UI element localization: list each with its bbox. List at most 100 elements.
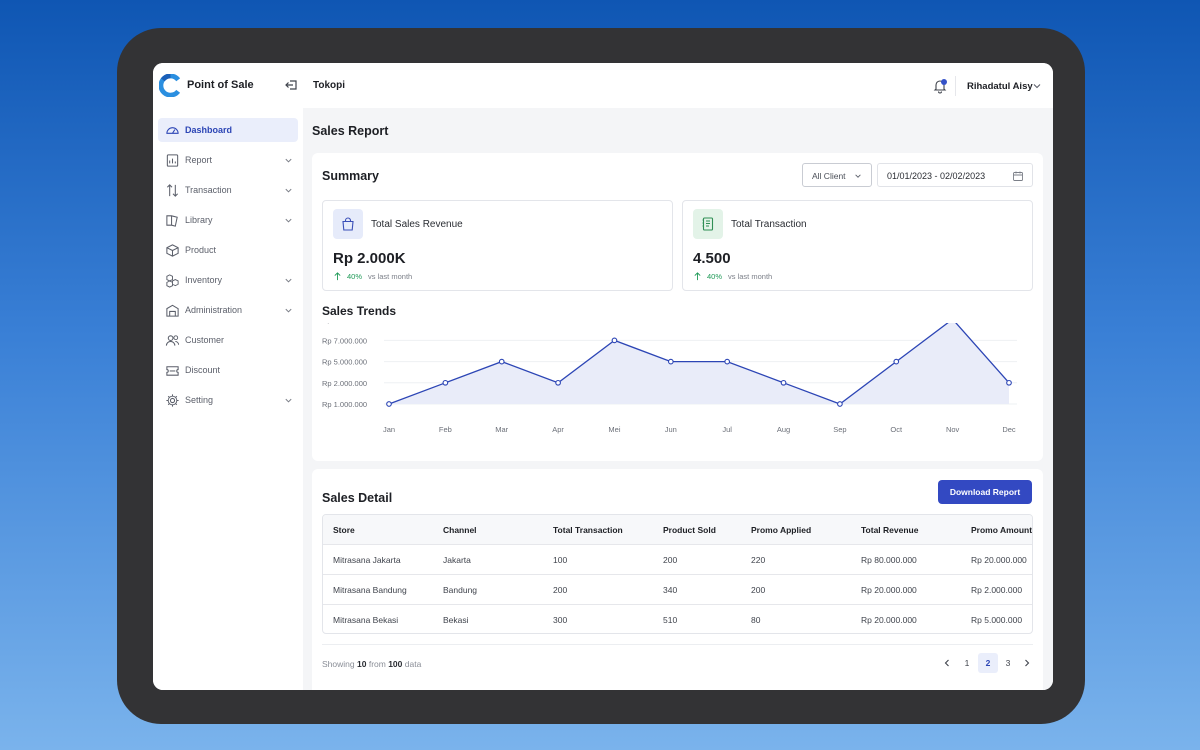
table-cell: 300: [553, 615, 568, 625]
sidebar-item-label: Customer: [185, 335, 225, 345]
showing-prefix: Showing: [322, 659, 355, 669]
transaction-icon: [166, 184, 179, 197]
sidebar-item-setting[interactable]: Setting: [158, 388, 298, 412]
table-cell: 200: [751, 585, 766, 595]
table-cell: Mitrasana Bandung: [333, 585, 407, 595]
prev-page-button[interactable]: [938, 653, 956, 673]
store-name: Tokopi: [313, 80, 346, 91]
sidebar-item-discount[interactable]: Discount: [158, 358, 298, 382]
sidebar-item-label: Report: [185, 155, 213, 165]
table-cell: Rp 5.000.000: [971, 615, 1023, 625]
arrow-up-icon: [694, 272, 701, 281]
sidebar-item-report[interactable]: Report: [158, 148, 298, 172]
y-tick-label: Rp 2.000.000: [322, 379, 367, 388]
summary-card: Summary All Client 01/01/2023 - 02/02/20…: [312, 153, 1043, 461]
showing-count: 10: [356, 659, 367, 669]
y-tick-label: Rp 7.000.000: [322, 336, 367, 345]
table-cell: Rp 80.000.000: [861, 555, 917, 565]
x-tick-label: Oct: [890, 425, 903, 434]
receipt-icon: [702, 217, 714, 231]
shopping-bag-icon: [342, 217, 354, 231]
table-cell: Rp 20.000.000: [861, 585, 917, 595]
dashboard-icon: [166, 127, 179, 134]
table-header-cell: Promo Amount: [971, 525, 1033, 535]
x-tick-label: Sep: [833, 425, 846, 434]
page-button-1[interactable]: 1: [964, 658, 970, 668]
customer-icon: [165, 335, 180, 346]
sidebar-item-label: Discount: [185, 365, 221, 375]
summary-title: Summary: [322, 169, 379, 183]
table-header-cell: Total Revenue: [861, 525, 919, 535]
setting-icon: [166, 394, 179, 407]
next-page-button[interactable]: [1018, 653, 1036, 673]
chevron-down-icon: [285, 278, 292, 283]
calendar-icon: [1013, 171, 1023, 181]
report-icon: [166, 154, 179, 167]
table-row: Mitrasana Jakarta Jakarta 100 200 220 Rp 80.0…: [323, 545, 1032, 575]
table-header-cell: Product Sold: [663, 525, 716, 535]
sidebar-item-label: Product: [185, 245, 217, 255]
date-range-value: 01/01/2023 - 02/02/2023: [887, 171, 986, 181]
table-cell: Rp 20.000.000: [861, 615, 917, 625]
app-name: Point of Sale: [187, 79, 254, 91]
product-icon: [166, 244, 179, 257]
y-tick-label: Rp 10.000.000: [322, 323, 371, 324]
sidebar-item-label: Setting: [185, 395, 214, 405]
stat-label: Total Transaction: [731, 219, 807, 230]
sidebar: Dashboard Report Transaction Library Pro…: [153, 108, 303, 690]
user-menu-chevron-down-icon[interactable]: [1032, 81, 1042, 91]
sidebar-item-customer[interactable]: Customer: [158, 328, 298, 352]
download-report-button[interactable]: Download Report: [938, 480, 1032, 504]
x-tick-label: Jun: [665, 425, 677, 434]
chevron-down-icon: [285, 308, 292, 313]
data-point: [780, 379, 787, 386]
stat-change: 40%: [707, 272, 723, 281]
y-tick-label: Rp 1.000.000: [322, 400, 367, 409]
x-tick-label: Jan: [383, 425, 395, 434]
stat-icon-box: [333, 209, 363, 239]
stat-trend: 40% vs last month: [333, 272, 412, 281]
main-content: Sales Report Summary All Client 01/01/20…: [303, 108, 1053, 690]
sidebar-item-library[interactable]: Library: [158, 208, 298, 232]
sidebar-item-product[interactable]: Product: [158, 238, 298, 262]
user-name[interactable]: Rihadatul Aisy: [967, 81, 1033, 92]
sidebar-item-administration[interactable]: Administration: [158, 298, 298, 322]
data-point: [555, 379, 561, 386]
sidebar-item-dashboard[interactable]: Dashboard: [158, 118, 298, 142]
sidebar-item-label: Library: [185, 215, 213, 225]
discount-icon: [166, 366, 179, 376]
x-tick-label: Mei: [608, 425, 620, 434]
client-filter-select[interactable]: All Client: [802, 163, 872, 187]
library-icon: [166, 215, 178, 227]
stat-icon-box: [693, 209, 723, 239]
sidebar-item-label: Transaction: [185, 185, 232, 195]
arrow-up-icon: [334, 272, 341, 281]
page-button-2[interactable]: 2: [978, 653, 998, 673]
y-tick-label: Rp 5.000.000: [322, 358, 367, 367]
client-filter-value: All Client: [812, 171, 846, 181]
date-range-picker[interactable]: 01/01/2023 - 02/02/2023: [877, 163, 1033, 187]
collapse-sidebar-icon[interactable]: [284, 78, 298, 92]
sidebar-item-transaction[interactable]: Transaction: [158, 178, 298, 202]
sidebar-item-label: Inventory: [185, 275, 223, 285]
stat-trend: 40% vs last month: [693, 272, 772, 281]
showing-info: Showing 10 from 100 data: [322, 659, 421, 669]
table-cell: 200: [663, 555, 678, 565]
data-point: [386, 401, 392, 407]
x-tick-label: Dec: [1002, 425, 1016, 434]
table-cell: Bekasi: [443, 615, 469, 625]
header-divider: [955, 76, 956, 96]
sidebar-item-inventory[interactable]: Inventory: [158, 268, 298, 292]
showing-suffix: data: [404, 659, 422, 669]
chevron-down-icon: [285, 158, 292, 163]
table-cell: 510: [663, 615, 678, 625]
sales-detail-table: Store Channel Total Transaction Product Sol…: [322, 514, 1033, 634]
stat-change-note: vs last month: [368, 272, 413, 281]
total-transaction-card: Total Transaction 4.500 40% vs last mont…: [682, 200, 1033, 291]
app-screen: Point of Sale Tokopi Rihadatul Aisy Dash…: [153, 63, 1053, 690]
table-header-row: Store Channel Total Transaction Product Sol…: [323, 515, 1033, 545]
table-cell: Mitrasana Jakarta: [333, 555, 401, 565]
table-cell: Jakarta: [443, 555, 471, 565]
page-button-3[interactable]: 3: [1005, 658, 1011, 668]
showing-mid: from: [368, 659, 386, 669]
